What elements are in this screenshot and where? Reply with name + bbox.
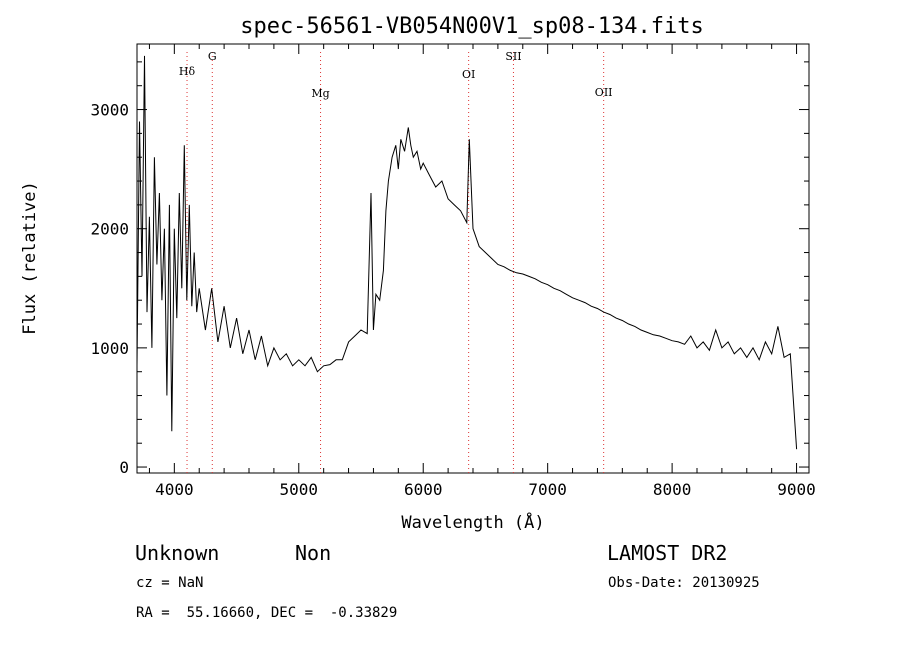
spectral-class: Unknown xyxy=(135,541,220,565)
y-axis-ticks: 0 1000 2000 3000 xyxy=(90,61,809,477)
y-tick-label: 3000 xyxy=(90,101,129,120)
spectrum-series xyxy=(136,55,798,450)
line-marker-label: Mg xyxy=(311,87,329,100)
x-axis-ticks: 4000 5000 6000 7000 8000 9000 xyxy=(148,44,816,499)
coordinates-label: RA = 55.16660, DEC = -0.33829 xyxy=(136,605,398,621)
redshift-label: cz = NaN xyxy=(136,575,204,591)
y-tick-label: 2000 xyxy=(90,220,129,239)
line-markers: Hδ G Mg OI SII OII xyxy=(179,50,613,473)
spectral-subclass: Non xyxy=(295,541,332,565)
chart-title: spec-56561-VB054N00V1_sp08-134.fits xyxy=(240,14,704,39)
x-tick-label: 7000 xyxy=(528,480,567,499)
survey-label: LAMOST DR2 xyxy=(607,541,728,565)
plot-frame xyxy=(136,43,810,474)
x-tick-label: 9000 xyxy=(777,480,816,499)
line-marker-label: OII xyxy=(595,86,613,99)
spectrum-line xyxy=(136,55,798,450)
x-tick-label: 5000 xyxy=(280,480,319,499)
x-tick-label: 4000 xyxy=(155,480,194,499)
line-marker-label: SII xyxy=(505,50,521,63)
line-marker-label: G xyxy=(208,50,217,63)
x-axis-label: Wavelength (Å) xyxy=(401,511,544,533)
y-tick-label: 1000 xyxy=(90,339,129,358)
line-marker-label: Hδ xyxy=(179,65,196,78)
y-axis-label: Flux (relative) xyxy=(20,181,40,335)
y-tick-label: 0 xyxy=(119,458,129,477)
line-marker-label: OI xyxy=(462,68,475,81)
x-tick-label: 6000 xyxy=(404,480,443,499)
obs-date-label: Obs-Date: 20130925 xyxy=(608,575,760,591)
x-tick-label: 8000 xyxy=(653,480,692,499)
